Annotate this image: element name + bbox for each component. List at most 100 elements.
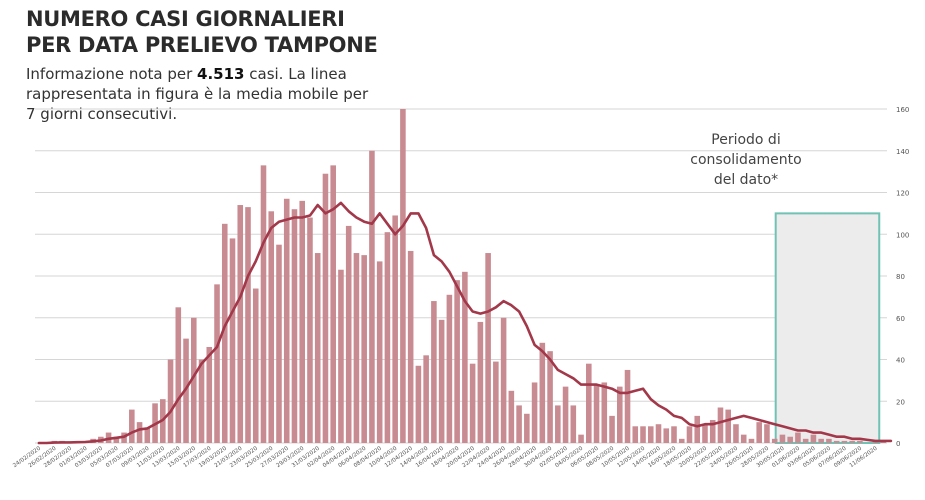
consolidation-box <box>774 212 881 444</box>
consolidation-label-line-1: Periodo di <box>711 132 781 148</box>
bar <box>167 359 174 443</box>
moving-average <box>37 201 893 445</box>
bar <box>733 424 739 443</box>
bar <box>702 424 708 443</box>
chart-title: NUMERO CASI GIORNALIERI PER DATA PRELIEV… <box>26 6 378 58</box>
bar <box>136 422 143 443</box>
grid <box>35 108 887 444</box>
bar <box>268 211 275 443</box>
bar <box>113 436 120 443</box>
subtitle-count: 4.513 <box>197 65 245 83</box>
bar <box>678 438 685 443</box>
title-line-2: PER DATA PRELIEVO TAMPONE <box>26 33 378 57</box>
bar <box>709 420 716 443</box>
bar <box>221 223 228 443</box>
bar <box>345 225 352 443</box>
title-line-1: NUMERO CASI GIORNALIERI <box>26 7 345 31</box>
bar <box>462 271 468 443</box>
bar <box>446 294 453 443</box>
bar <box>531 382 538 443</box>
bar <box>469 363 476 443</box>
bar <box>283 198 290 443</box>
y-tick-label: 140 <box>896 148 909 156</box>
bar <box>609 415 615 443</box>
bar <box>586 363 592 443</box>
bar <box>423 355 429 443</box>
y-tick-label: 120 <box>896 190 909 198</box>
bar <box>725 409 732 443</box>
consolidation-label-line-2: consolidamento <box>690 152 802 168</box>
bar <box>624 369 631 443</box>
bar <box>717 407 724 443</box>
bar <box>740 434 747 443</box>
bar <box>407 250 414 443</box>
bar <box>655 424 662 443</box>
bar <box>524 413 530 443</box>
bar <box>260 165 267 444</box>
x-axis-ticks: 24/02/202026/02/202028/02/202001/03/2020… <box>12 445 879 469</box>
bar <box>299 200 306 443</box>
bar <box>144 428 151 443</box>
bar <box>129 409 135 443</box>
bar <box>376 261 383 443</box>
bar <box>779 434 786 443</box>
bar <box>810 434 817 443</box>
bar <box>593 384 600 443</box>
bar <box>555 405 561 443</box>
bar <box>849 440 855 443</box>
bar <box>322 173 329 443</box>
bar <box>307 217 313 443</box>
bar <box>454 280 460 443</box>
bar <box>640 426 646 443</box>
moving-average-line <box>37 201 893 445</box>
bar <box>206 346 213 443</box>
bar <box>771 438 778 443</box>
subtitle-prefix: Informazione nota per <box>26 65 198 83</box>
bar <box>369 150 375 443</box>
bar <box>500 317 507 443</box>
bar <box>493 361 499 443</box>
bar <box>508 390 515 443</box>
bar <box>818 438 824 443</box>
bar <box>400 109 406 443</box>
bar <box>841 440 848 443</box>
bar <box>833 440 840 443</box>
bar <box>516 405 522 443</box>
bar <box>601 382 608 443</box>
y-tick-label: 100 <box>896 231 909 239</box>
bar <box>276 244 282 443</box>
y-tick-label: 60 <box>896 315 905 323</box>
bar <box>338 269 344 443</box>
bar <box>748 438 755 443</box>
bar <box>245 207 251 443</box>
bar <box>562 386 569 443</box>
bar <box>578 434 584 443</box>
consolidation-label-line-3: del dato* <box>713 172 779 188</box>
consolidation-highlight <box>774 212 881 444</box>
bar <box>477 321 484 443</box>
y-tick-label: 40 <box>896 357 905 365</box>
bar <box>392 215 398 443</box>
bar <box>795 432 801 443</box>
bar <box>764 424 770 443</box>
bar <box>291 209 298 443</box>
bar <box>314 253 321 443</box>
bar <box>175 307 182 443</box>
bar <box>237 205 244 443</box>
bar <box>802 438 809 443</box>
bar <box>686 426 693 443</box>
bar <box>547 351 553 443</box>
y-axis-ticks: 0 20 40 60 80 100 120 140 160 <box>896 106 909 448</box>
bar <box>616 386 623 443</box>
bar <box>214 284 220 443</box>
bar <box>694 415 701 443</box>
bar <box>353 253 360 443</box>
bar <box>384 232 391 443</box>
bar <box>663 428 670 443</box>
bar <box>415 365 422 443</box>
y-tick-label: 80 <box>896 273 905 281</box>
bar <box>485 253 491 443</box>
bar <box>252 288 259 443</box>
y-tick-label: 0 <box>896 440 900 448</box>
